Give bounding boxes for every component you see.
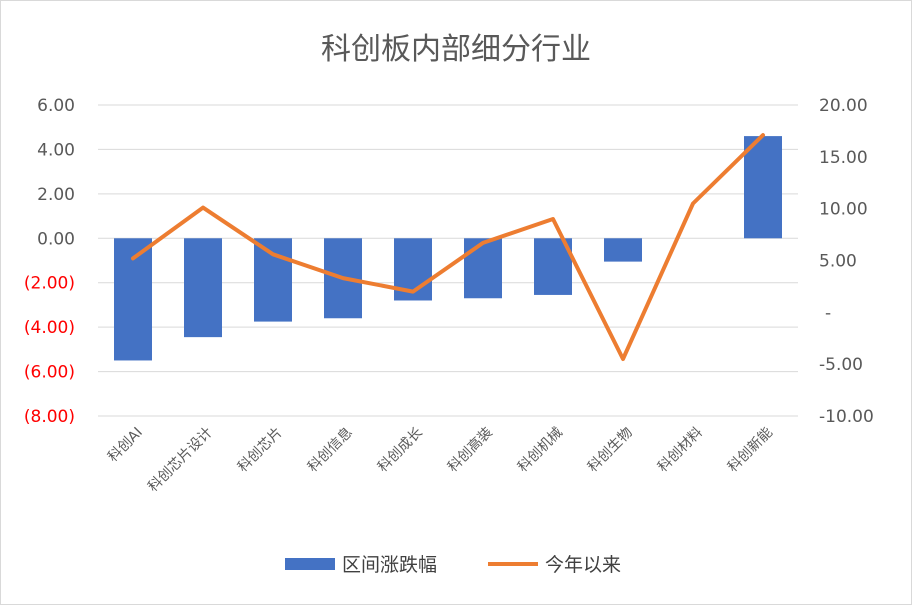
chart-title: 科创板内部细分行业 — [321, 32, 591, 67]
right-axis: 20.00 15.00 10.00 5.00 - -5.00 -10.00 — [819, 96, 874, 427]
right-tick-label: 10.00 — [819, 200, 868, 220]
right-tick-label: -10.00 — [819, 407, 874, 427]
left-tick-label: (6.00) — [24, 363, 75, 383]
category-label: 科创高装 — [444, 424, 496, 476]
left-tick-label: 4.00 — [37, 140, 75, 160]
series-line — [131, 133, 765, 361]
bar — [254, 238, 292, 322]
left-tick-label: (2.00) — [24, 274, 75, 294]
right-tick-label: -5.00 — [819, 355, 863, 375]
right-tick-label: 20.00 — [819, 96, 868, 116]
category-label: 科创生物 — [585, 425, 636, 476]
left-tick-label: 2.00 — [37, 185, 75, 205]
bar — [744, 136, 782, 239]
bar-series — [114, 136, 782, 361]
right-tick-label: 5.00 — [819, 252, 857, 272]
left-tick-label: 0.00 — [37, 229, 75, 249]
category-label: 科创新能 — [725, 425, 776, 476]
category-label: 科创成长 — [375, 425, 426, 476]
category-label: 科创信息 — [304, 424, 356, 476]
bar — [604, 238, 642, 262]
legend: 区间涨跌幅 今年以来 — [285, 554, 621, 576]
left-axis: 6.00 4.00 2.00 0.00 (2.00) (4.00) (6.00) (8.00) — [24, 96, 75, 427]
bar — [184, 238, 222, 338]
category-label: 科创机械 — [515, 425, 566, 476]
category-label: 科创AI — [105, 425, 146, 466]
right-tick-label: 15.00 — [819, 148, 868, 168]
left-tick-label: (8.00) — [24, 407, 75, 427]
legend-swatch-bar — [285, 558, 335, 570]
legend-label-bar: 区间涨跌幅 — [342, 554, 437, 576]
category-label: 科创芯片设计 — [145, 425, 216, 496]
left-tick-label: (4.00) — [24, 318, 75, 338]
line-series — [131, 133, 765, 361]
legend-label-line: 今年以来 — [545, 554, 621, 576]
right-tick-label: - — [825, 303, 831, 323]
left-tick-label: 6.00 — [37, 96, 75, 116]
category-axis: 科创AI 科创芯片设计 科创芯片 科创信息 科创成长 科创高装 科创机械 科创生物 科创材料 科创… — [105, 424, 776, 495]
bar — [464, 238, 502, 299]
category-label: 科创材料 — [655, 425, 706, 476]
category-label: 科创芯片 — [235, 425, 286, 476]
